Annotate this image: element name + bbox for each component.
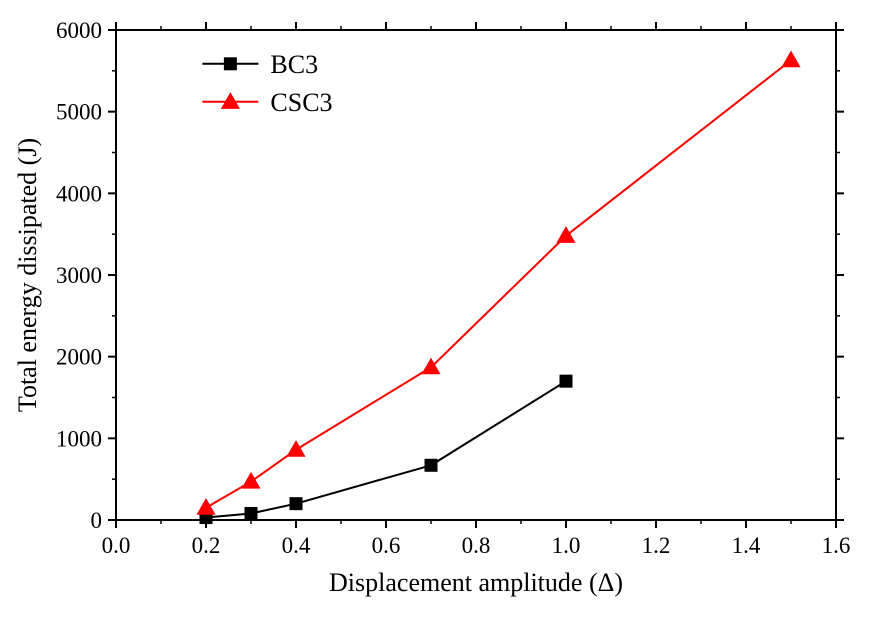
y-tick-label: 2000 [56,345,102,370]
x-tick-label: 0.6 [372,533,401,558]
y-axis-label: Total energy dissipated (J) [13,138,42,412]
x-tick-label: 1.0 [552,533,581,558]
legend-label: CSC3 [270,88,332,117]
x-tick-label: 0.8 [462,533,491,558]
x-tick-label: 0.0 [102,533,131,558]
y-tick-label: 5000 [56,100,102,125]
y-tick-label: 6000 [56,18,102,43]
x-tick-label: 1.4 [732,533,761,558]
x-tick-label: 0.2 [192,533,221,558]
legend-label: BC3 [270,50,318,79]
y-tick-label: 0 [91,508,103,533]
chart-svg: 0.0 0.2 0.4 0.6 0.8 1.0 1.2 1.4 1.6 0 1000 2000 3000… [0,0,886,641]
x-tick-label: 0.4 [282,533,311,558]
y-tick-label: 1000 [56,426,102,451]
x-axis-label: Displacement amplitude (Δ) [329,568,623,597]
x-tick-label: 1.6 [822,533,851,558]
x-tick-label: 1.2 [642,533,671,558]
chart-container: 0.0 0.2 0.4 0.6 0.8 1.0 1.2 1.4 1.6 0 1000 2000 3000… [0,0,886,641]
y-tick-label: 3000 [56,263,102,288]
y-tick-label: 4000 [56,181,102,206]
